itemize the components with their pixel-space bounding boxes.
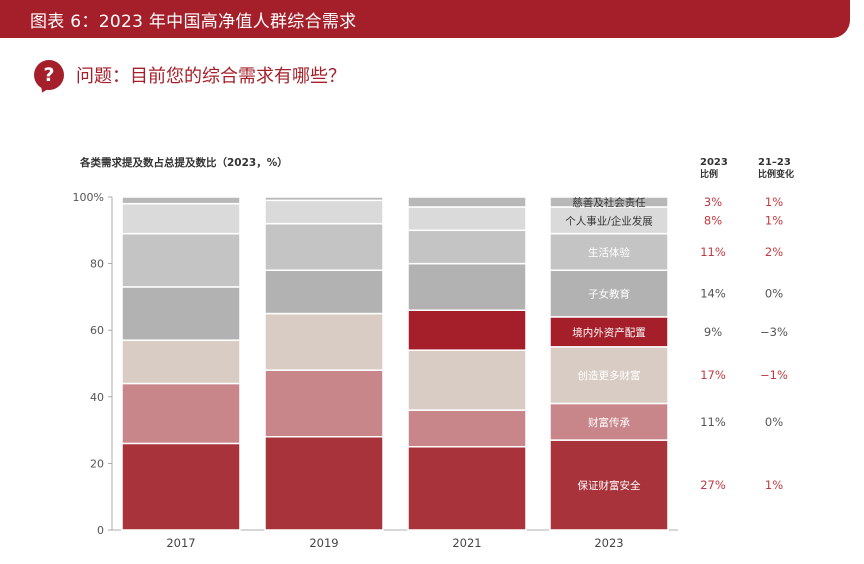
bar-segment (121, 339, 241, 385)
bar-segment (264, 269, 384, 315)
change-label: 1% (765, 213, 783, 227)
ratio-label: 11% (700, 415, 726, 429)
bar-segment (407, 349, 527, 411)
ratio-header-sub: 比例 (700, 168, 718, 180)
header-bar: 图表 6：2023 年中国高净值人群综合需求 (0, 0, 850, 38)
segment-label: 子女教育 (588, 288, 630, 301)
y-tick-label: 100% (73, 191, 104, 204)
bar-segment (407, 409, 527, 448)
ratio-label: 17% (700, 368, 726, 382)
ratio-label: 3% (704, 195, 722, 209)
x-tick-label: 2021 (452, 536, 481, 550)
x-tick-label: 2017 (166, 536, 195, 550)
bar-segment (264, 196, 384, 202)
question-text: 问题：目前您的综合需求有哪些？ (76, 66, 346, 87)
x-tick-label: 2019 (309, 536, 338, 550)
ratio-label: 8% (704, 213, 722, 227)
change-header: 21–23 (758, 157, 791, 168)
bar-segment (549, 196, 669, 208)
question-mark-icon: ? (34, 60, 64, 90)
change-header-sub: 比例变化 (758, 168, 794, 180)
y-tick-label: 20 (90, 457, 104, 470)
bar-segment (121, 202, 241, 235)
bar-segment (121, 286, 241, 341)
y-tick-label: 60 (90, 324, 104, 337)
bar-segment (264, 436, 384, 531)
segment-label: 慈善及社会责任 (572, 196, 646, 209)
bar-segment (549, 316, 669, 348)
change-label: 0% (765, 415, 783, 429)
change-label: −3% (760, 325, 788, 339)
bar-segment (549, 439, 669, 531)
bar-segment (407, 206, 527, 232)
bar-segment (407, 262, 527, 311)
x-tick-label: 2023 (594, 536, 623, 550)
bar-segment (407, 229, 527, 265)
segment-label: 个人事业/企业发展 (565, 214, 653, 227)
ratio-label: 9% (704, 325, 722, 339)
bar-segment (264, 222, 384, 272)
bar-segment (407, 446, 527, 531)
ratio-header: 2023 (700, 157, 728, 168)
change-label: 2% (765, 245, 783, 259)
bar-segment (264, 199, 384, 225)
ratio-label: 14% (700, 287, 726, 301)
segment-label: 财富传承 (588, 416, 630, 429)
segment-label: 创造更多财富 (578, 369, 641, 382)
y-tick-label: 80 (90, 258, 104, 271)
segment-label: 境内外资产配置 (572, 326, 646, 339)
change-label: 1% (765, 195, 783, 209)
bar-segment (549, 402, 669, 441)
chart-title: 各类需求提及数占总提及数比（2023，%） (79, 156, 288, 169)
bar-segment (121, 232, 241, 288)
header-title: 图表 6：2023 年中国高净值人群综合需求 (30, 12, 357, 32)
bar-segment (121, 442, 241, 531)
change-label: 1% (765, 478, 783, 492)
bar-segment (121, 196, 241, 205)
segment-label: 生活体验 (588, 246, 630, 259)
ratio-label: 11% (700, 245, 726, 259)
y-tick-label: 0 (97, 524, 104, 537)
bar-segment (264, 312, 384, 371)
ratio-label: 27% (700, 478, 726, 492)
bar-segment (264, 369, 384, 438)
change-label: 0% (765, 287, 783, 301)
change-label: −1% (760, 368, 788, 382)
bar-segment (121, 382, 241, 445)
bar-segment (407, 196, 527, 208)
bar-segment (407, 309, 527, 351)
bar-segment (549, 232, 669, 272)
bar-segment (549, 206, 669, 235)
y-tick-label: 40 (90, 391, 104, 404)
segment-label: 保证财富安全 (578, 479, 641, 492)
